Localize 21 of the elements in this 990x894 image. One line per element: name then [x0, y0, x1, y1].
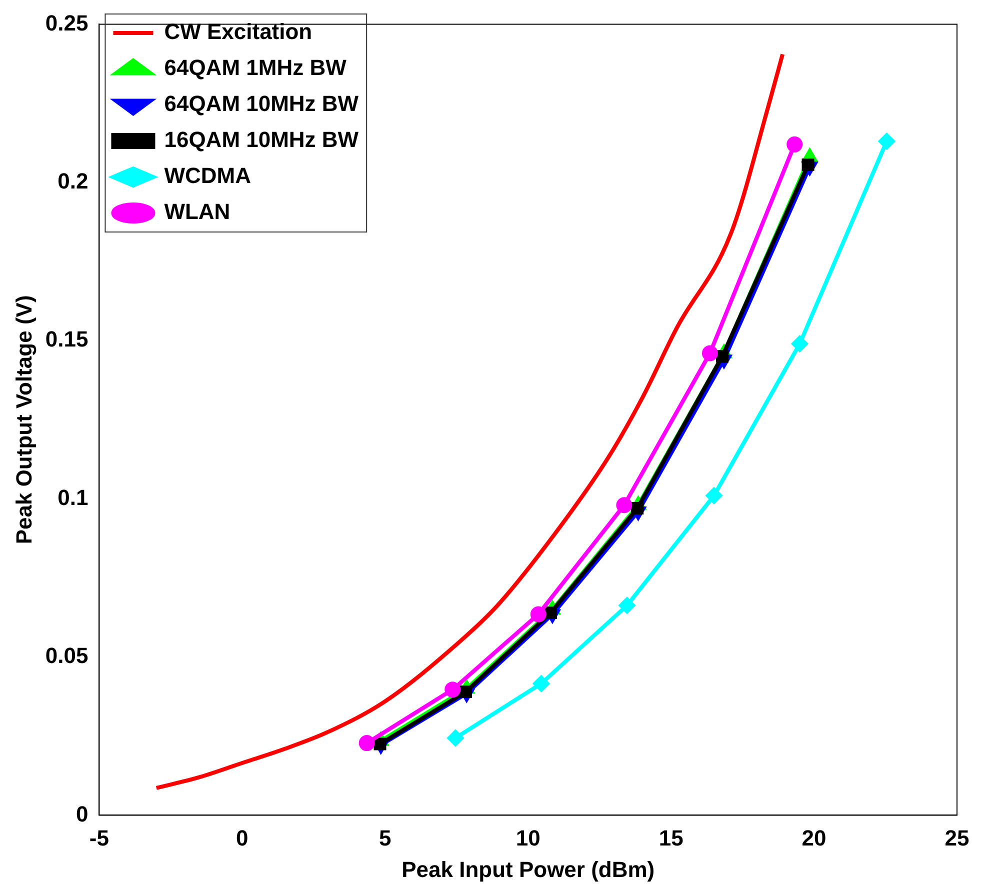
- x-tick-label: 5: [379, 825, 392, 850]
- legend-label: 64QAM 1MHz BW: [164, 55, 347, 80]
- y-tick-label: 0.05: [45, 643, 88, 668]
- legend-label: 64QAM 10MHz BW: [164, 91, 359, 116]
- x-tick-label: 15: [658, 825, 684, 850]
- x-axis-title: Peak Input Power (dBm): [402, 856, 655, 882]
- y-tick-label: 0: [76, 801, 88, 826]
- x-tick-label: 10: [516, 825, 540, 850]
- y-axis-title: Peak Output Voltage (V): [11, 295, 36, 544]
- x-tick-label: 0: [236, 825, 248, 850]
- legend-label: CW Excitation: [164, 19, 312, 44]
- legend-label: WLAN: [164, 199, 230, 224]
- y-tick-label: 0.2: [58, 168, 88, 194]
- x-tick-label: -5: [89, 825, 109, 850]
- y-tick-label: 0.15: [45, 326, 88, 352]
- y-tick-label: 0.1: [58, 484, 88, 510]
- y-tick-label: 0.25: [45, 10, 88, 36]
- x-tick-label: 25: [944, 825, 970, 850]
- legend-label: WCDMA: [164, 163, 252, 188]
- legend-label: 16QAM 10MHz BW: [164, 127, 359, 152]
- x-tick-label: 20: [802, 825, 826, 850]
